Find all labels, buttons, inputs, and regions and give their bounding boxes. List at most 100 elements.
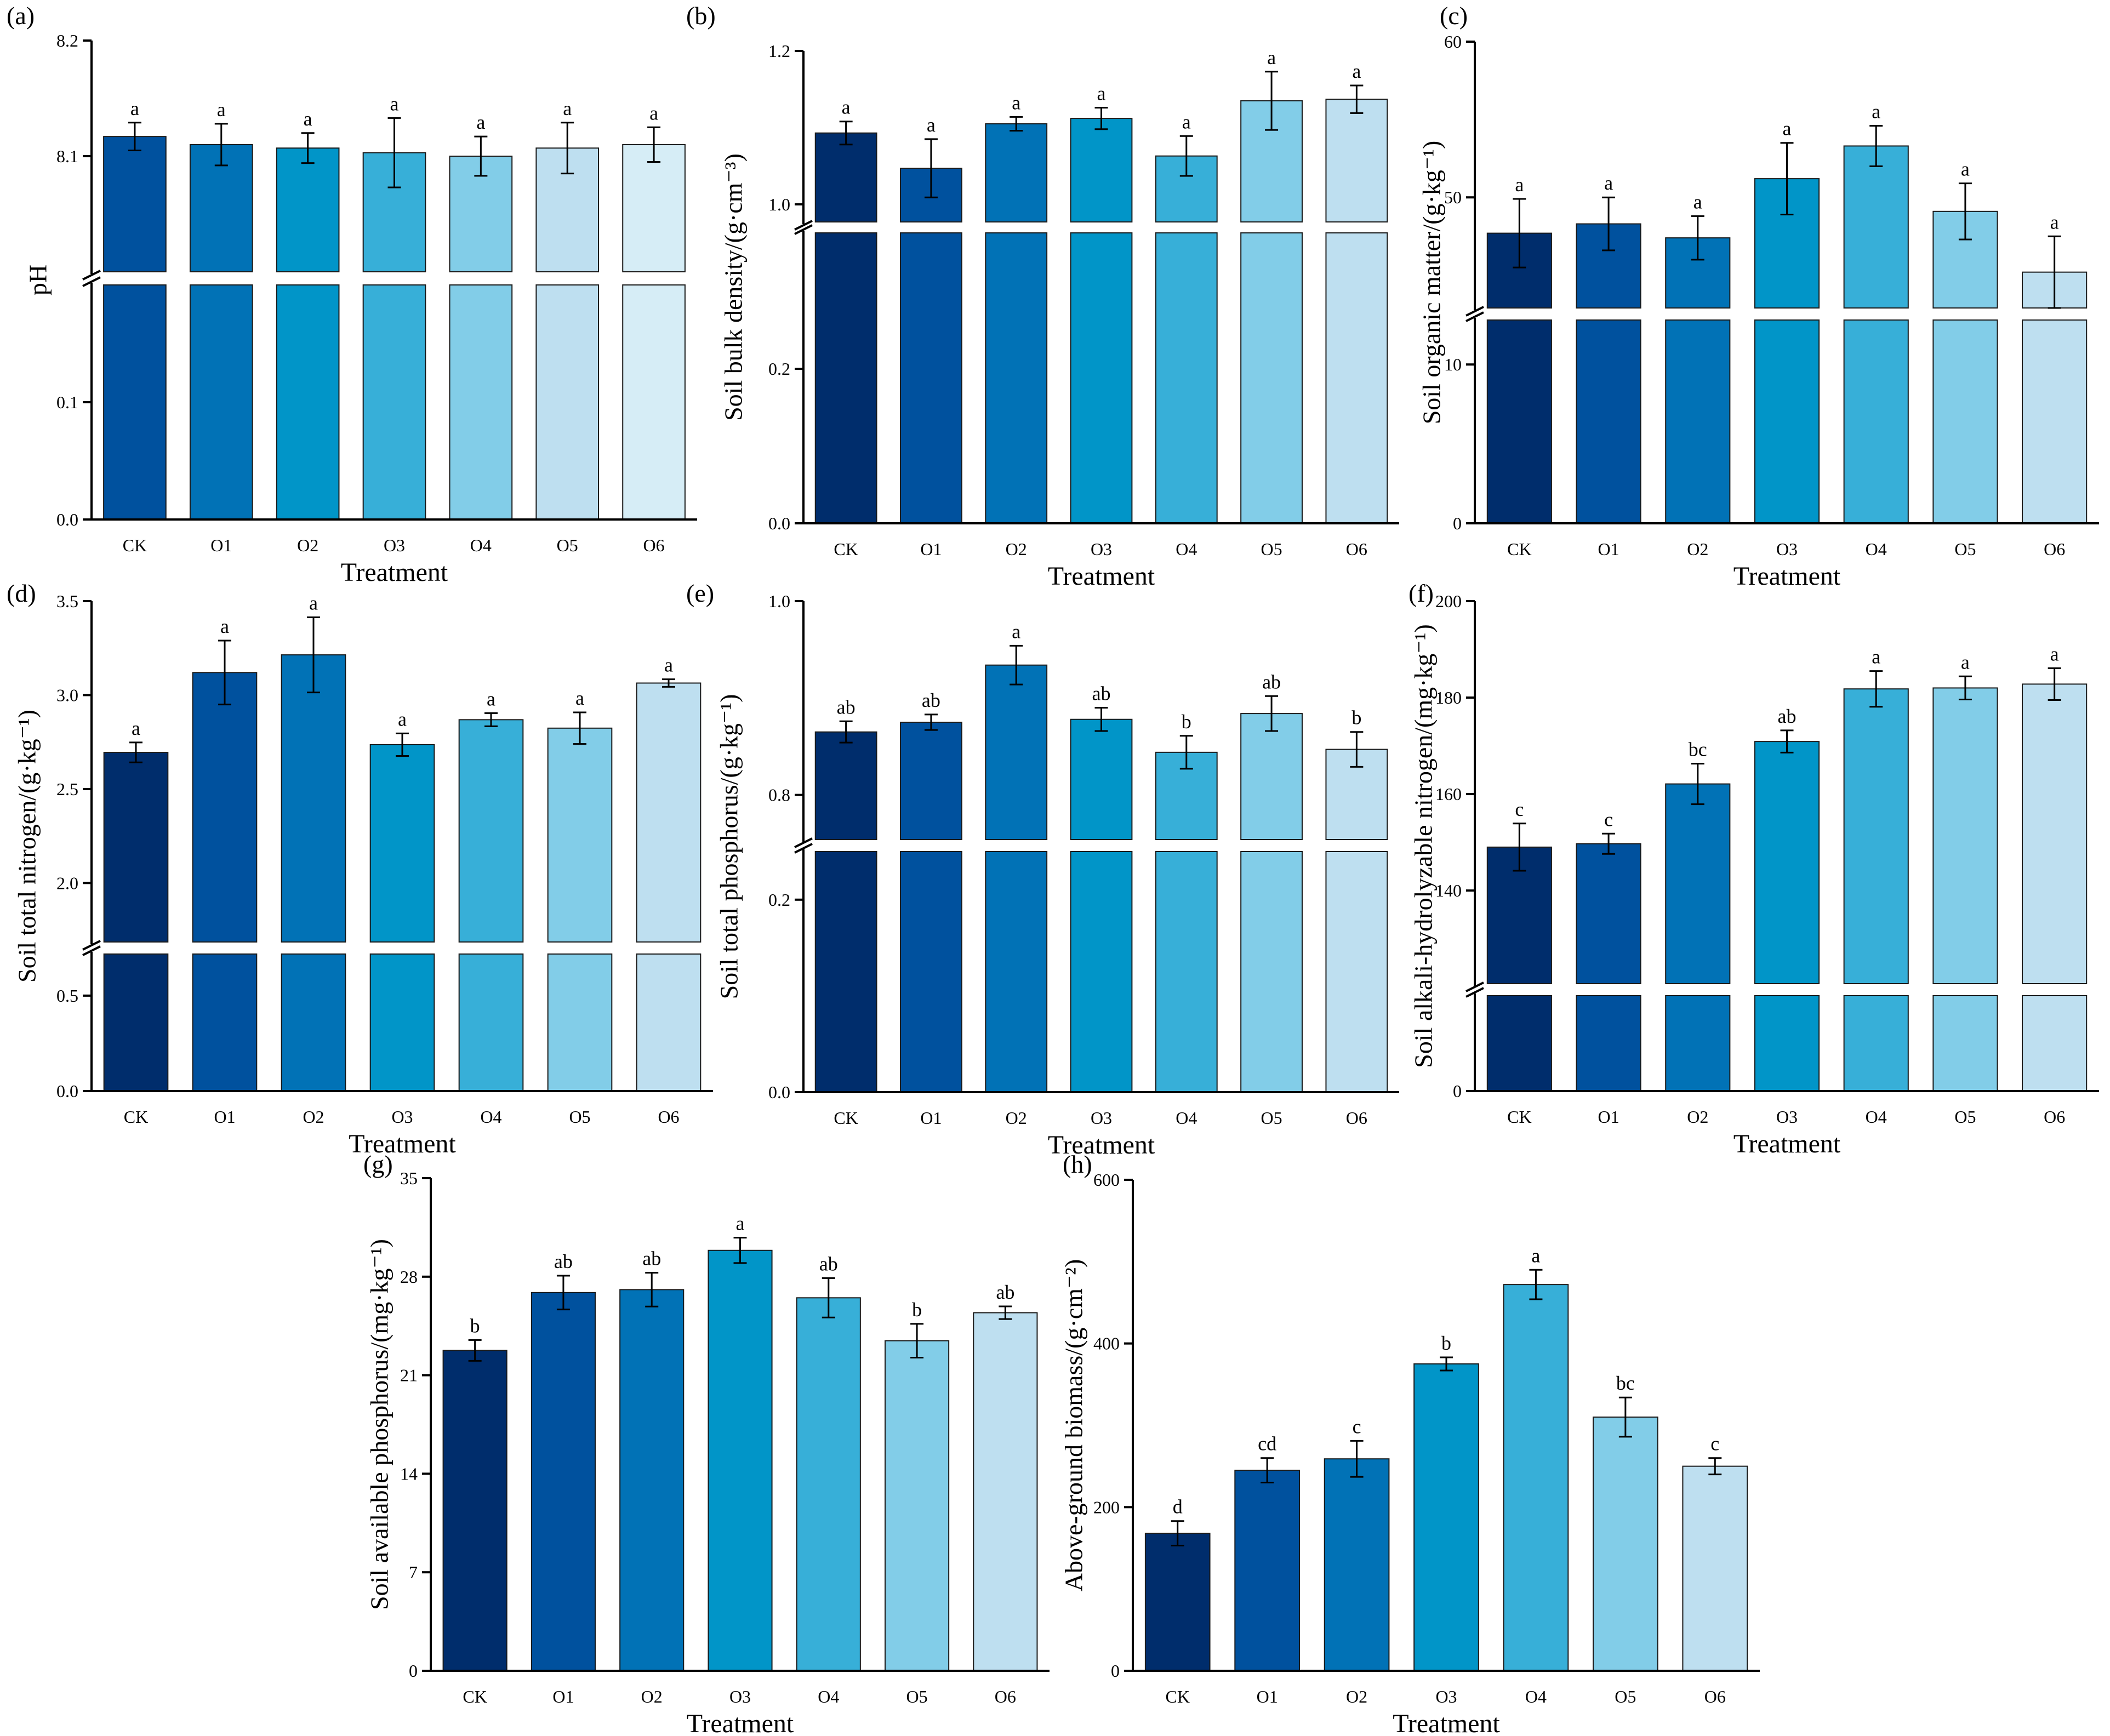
significance-letter: b	[1351, 707, 1361, 729]
panel-label: (b)	[686, 2, 716, 30]
x-tick-label: O1	[1598, 539, 1619, 559]
y-tick-label: 2.5	[56, 779, 78, 799]
error-bar	[1691, 763, 1704, 806]
bar-O2	[985, 664, 1048, 840]
bar-O5	[1240, 713, 1303, 840]
y-tick-label: 180	[1435, 688, 1462, 707]
bar-lower-O1	[900, 851, 962, 1093]
bar-O3	[1070, 118, 1133, 222]
x-tick-label: O5	[569, 1107, 590, 1127]
bar-lower-O5	[1932, 995, 1998, 1092]
significance-letter: a	[1693, 191, 1702, 213]
significance-letter: a	[390, 93, 399, 115]
bar-lower-O6	[1325, 851, 1388, 1093]
panel-label: (d)	[7, 579, 36, 607]
x-tick-label: CK	[123, 535, 147, 555]
significance-letter: ab	[996, 1281, 1014, 1303]
axis-break-mark	[794, 224, 813, 235]
error-bar	[1869, 670, 1883, 708]
y-tick-label: 0	[1111, 1661, 1120, 1681]
x-tick-label: O6	[643, 535, 665, 555]
bar-lower-O2	[985, 851, 1048, 1093]
error-bar	[1094, 107, 1108, 130]
bar-O3	[708, 1249, 773, 1672]
y-tick-label: 8.1	[56, 146, 78, 166]
axis-break-mark	[794, 220, 813, 231]
bar-O6	[1325, 99, 1388, 222]
x-tick-label: O2	[1006, 1108, 1027, 1128]
x-tick-label: O6	[1704, 1687, 1726, 1706]
panel-label: (f)	[1408, 579, 1434, 607]
significance-letter: a	[1515, 174, 1524, 196]
significance-letter: ab	[1778, 705, 1797, 727]
x-tick-label: O4	[1176, 1108, 1197, 1128]
y-axis-title: Soil available phosphorus/(mg·kg⁻¹)	[366, 1239, 394, 1610]
error-bar	[128, 122, 141, 151]
y-axis-title: pH	[24, 265, 52, 295]
panel-d: a CK a O1 a O2 a O3 a O4 a O5 a O6 0.0 0.5 2.0 2.5 3.0 3.5 T…	[7, 579, 713, 1158]
panel-label: (g)	[363, 1150, 393, 1178]
bar-CK	[1144, 1533, 1211, 1672]
x-tick-label: O6	[1346, 539, 1367, 559]
bar-O5	[547, 727, 613, 943]
panel-label: (e)	[686, 579, 714, 607]
error-bar	[573, 711, 586, 745]
bar-lower-O5	[1240, 232, 1303, 524]
significance-letter: bc	[1689, 739, 1707, 761]
y-tick-label: 0.2	[768, 890, 790, 910]
axis-break-mark	[794, 843, 813, 854]
bar-lower-O5	[1932, 319, 1998, 524]
bar-lower-CK	[103, 953, 169, 1092]
x-axis-title: Treatment	[1733, 562, 1841, 591]
significance-letter: a	[1267, 47, 1276, 68]
x-tick-label: O3	[1776, 1107, 1798, 1127]
x-tick-label: O3	[391, 1107, 413, 1127]
x-axis-title: Treatment	[349, 1129, 456, 1158]
significance-letter: a	[2050, 211, 2059, 233]
significance-letter: ab	[554, 1250, 573, 1272]
bar-lower-CK	[103, 284, 167, 520]
bar-lower-O3	[369, 953, 435, 1092]
error-bar	[1265, 71, 1279, 131]
significance-letter: a	[575, 687, 584, 709]
bar-lower-O3	[1754, 319, 1820, 524]
y-tick-label: 60	[1444, 32, 1462, 52]
bar-O6	[973, 1312, 1038, 1671]
significance-letter: a	[217, 99, 226, 121]
x-tick-label: O6	[658, 1107, 679, 1127]
x-tick-label: O4	[1525, 1687, 1547, 1706]
error-bar	[924, 713, 938, 731]
y-tick-label: 1.0	[768, 195, 790, 214]
error-bar	[1179, 135, 1193, 177]
bar-lower-O4	[1843, 995, 1909, 1092]
axes	[1465, 42, 2099, 524]
panel-b: a CK a O1 a O2 a O3 a O4 a O5 a O6 0.0 0.2 1.0 1.2 Treatme…	[686, 2, 1399, 591]
significance-letter: ab	[642, 1248, 661, 1270]
axes	[794, 51, 1399, 524]
x-tick-label: O2	[297, 535, 318, 555]
x-tick-label: O1	[920, 1108, 942, 1128]
y-tick-label: 35	[400, 1168, 418, 1188]
bar-O5	[1932, 687, 1998, 984]
bar-O1	[192, 672, 258, 943]
axis-break-mark	[1465, 311, 1484, 322]
significance-letter: b	[1182, 711, 1191, 733]
error-bar	[924, 138, 938, 198]
x-tick-label: O3	[384, 535, 405, 555]
axis-break-mark	[1465, 306, 1484, 317]
error-bar	[1602, 832, 1616, 855]
x-tick-label: O3	[1091, 539, 1112, 559]
x-tick-label: O6	[2044, 539, 2065, 559]
y-tick-label: 140	[1435, 881, 1462, 900]
error-bar	[387, 117, 401, 189]
significance-letter: c	[1353, 1415, 1361, 1437]
x-tick-label: O4	[1176, 539, 1197, 559]
x-tick-label: O3	[1776, 539, 1798, 559]
x-tick-label: O2	[1687, 539, 1708, 559]
axes	[794, 601, 1399, 1093]
bar-lower-CK	[814, 851, 877, 1093]
bar-lower-O4	[1155, 232, 1218, 524]
bar-lower-O6	[2022, 995, 2088, 1092]
y-tick-label: 0	[409, 1661, 418, 1681]
error-bar	[2048, 667, 2061, 701]
